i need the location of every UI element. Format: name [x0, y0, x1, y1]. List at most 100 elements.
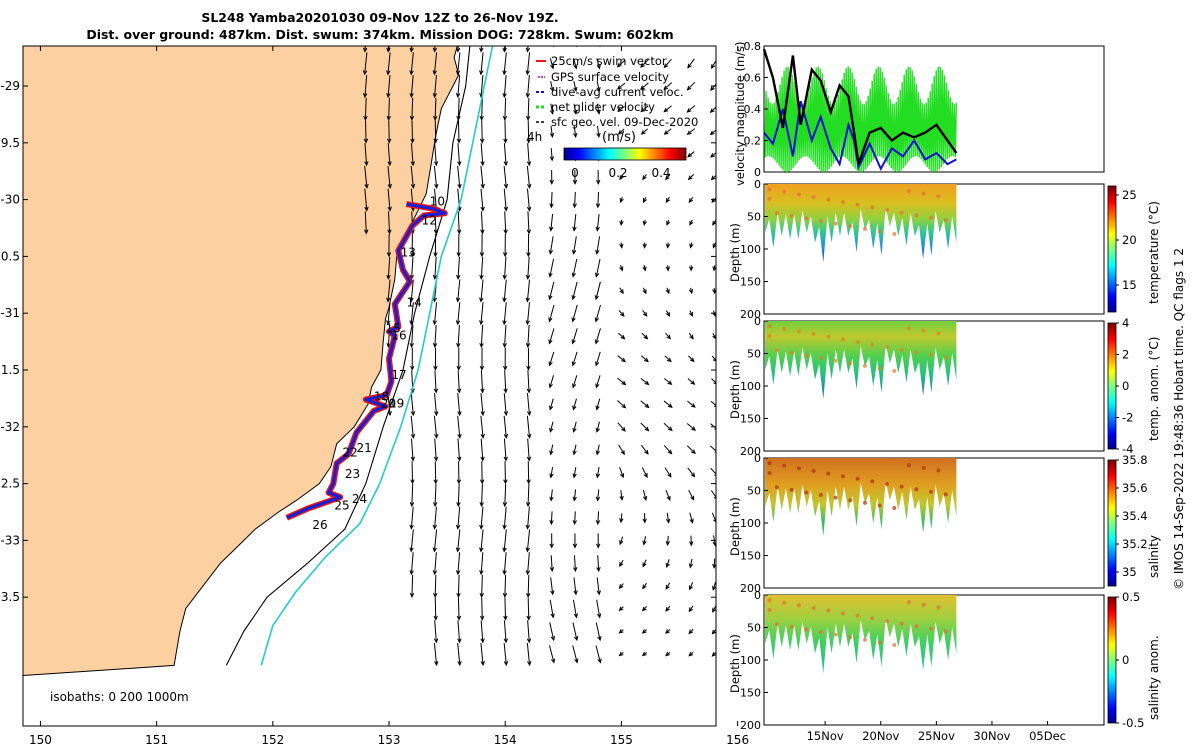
section-colorbar [1107, 459, 1117, 587]
isobath-1000m [260, 46, 494, 666]
latitude-tick-label: -33.5 [0, 590, 20, 604]
longitude-tick-label: 150 [29, 733, 52, 747]
time-tick-label: 30Nov [973, 729, 1010, 743]
footer-credit: © IMOS 14-Sep-2022 19:48:36 Hobart time.… [1172, 247, 1186, 590]
section-dot [855, 202, 860, 207]
colorbar-label: salinity [1147, 535, 1161, 578]
section-dot [914, 624, 919, 629]
section-dot [848, 498, 853, 503]
section-dot [862, 500, 867, 505]
day-label: 15 [386, 322, 401, 336]
section-dot [789, 487, 794, 492]
depth-tick-label: 100 [740, 517, 761, 530]
section-dot [884, 208, 889, 212]
day-label: 14 [406, 295, 421, 309]
depth-tick-label: 150 [740, 413, 761, 426]
latitude-ticks: -29 -29.5 -30 -30.5 -31 -31.5 -32 -32.5 -33 -33.5 [0, 79, 716, 604]
section-dot [811, 469, 816, 473]
section-dot [782, 463, 787, 468]
colorbar-tick-label: -4 [1122, 442, 1133, 456]
day-label: 18 [374, 390, 389, 404]
day-label: 19 [389, 396, 404, 410]
longitude-tick-label: 153 [378, 733, 401, 747]
latitude-tick-label: -32 [0, 420, 20, 434]
depth-tick-label: 0 [754, 315, 761, 328]
section-dot [892, 643, 897, 648]
depth-tick-label: 200 [740, 308, 761, 321]
section-dot [921, 465, 926, 470]
longitude-tick-label: 152 [261, 733, 284, 747]
day-label: 10 [430, 194, 445, 208]
section-dot [767, 196, 772, 201]
latitude-tick-label: -31.5 [0, 363, 20, 377]
section-dot [767, 461, 772, 466]
day-label: 26 [312, 518, 327, 532]
section-dot [884, 345, 889, 349]
longitude-ticks: 150 151 152 153 154 155 156 [29, 46, 749, 747]
section-dot [789, 624, 794, 629]
section-dot [943, 629, 948, 634]
longitude-tick-label: 155 [610, 733, 633, 747]
longitude-tick-label: 156 [726, 733, 749, 747]
colorbar-tick-1: 0.2 [608, 166, 627, 180]
section-dot [848, 224, 853, 229]
section-dot [907, 600, 912, 605]
map-legend: 25cm/s swim vector GPS surface velocity … [527, 54, 698, 180]
section-dot [921, 328, 926, 333]
section-field [765, 595, 957, 673]
legend-swim: 25cm/s swim vector [551, 54, 667, 68]
section-dot [907, 326, 912, 331]
section-dot [855, 476, 860, 481]
section-dot [892, 506, 897, 511]
section-dot [833, 358, 838, 363]
section-dot [796, 192, 801, 197]
section-dot [767, 470, 772, 475]
colorbar-tick-label: 4 [1122, 316, 1129, 330]
velocity-yticks: 0 0.2 0.4 0.6 0.8 [744, 40, 768, 179]
section-dot [840, 611, 845, 616]
section-dot [870, 205, 875, 210]
section-dot [826, 334, 831, 339]
section-dot [936, 194, 941, 199]
depth-tick-label: 0 [754, 589, 761, 602]
section-dot [796, 329, 801, 334]
section-dot [840, 474, 845, 479]
section-colorbar [1107, 322, 1117, 450]
section-dot [818, 219, 823, 224]
depth-tick-label: 200 [740, 445, 761, 458]
section-dot [877, 503, 882, 508]
section-dot [774, 622, 779, 627]
section-panel-temp_anom: 0 50 100 150 200 Depth (m) 4 2 0 -2 -4 temp. anom. … [728, 315, 1161, 458]
colorbar-tick-label: -2 [1122, 411, 1133, 425]
section-dot [870, 616, 875, 621]
section-dot [826, 197, 831, 202]
depth-tick-label: 50 [747, 348, 761, 361]
section-dot [862, 637, 867, 642]
section-dot [767, 598, 772, 603]
section-dot [921, 191, 926, 196]
section-dot [840, 200, 845, 205]
legend-gps: GPS surface velocity [551, 70, 669, 84]
section-dot [855, 339, 860, 344]
velocity-series [762, 48, 958, 173]
section-dot [767, 607, 772, 612]
section-dot [914, 350, 919, 355]
figure-title-line1: SL248 Yamba20201030 09-Nov 12Z to 26-Nov… [201, 10, 559, 25]
longitude-tick-label: 154 [494, 733, 517, 747]
section-dot [818, 493, 823, 498]
section-dot [855, 613, 860, 618]
section-dot [870, 479, 875, 484]
colorbar-tick-2: 0.4 [651, 166, 670, 180]
depth-tick-label: 100 [740, 243, 761, 256]
section-dot [804, 627, 809, 632]
depth-tick-label: 150 [740, 687, 761, 700]
isobath-1000m-right [726, 563, 732, 597]
section-field [765, 458, 957, 536]
section-dot [892, 232, 897, 237]
time-tick-label: 25Nov [918, 729, 955, 743]
day-label: 16 [391, 328, 406, 342]
depth-tick-label: 100 [740, 654, 761, 667]
